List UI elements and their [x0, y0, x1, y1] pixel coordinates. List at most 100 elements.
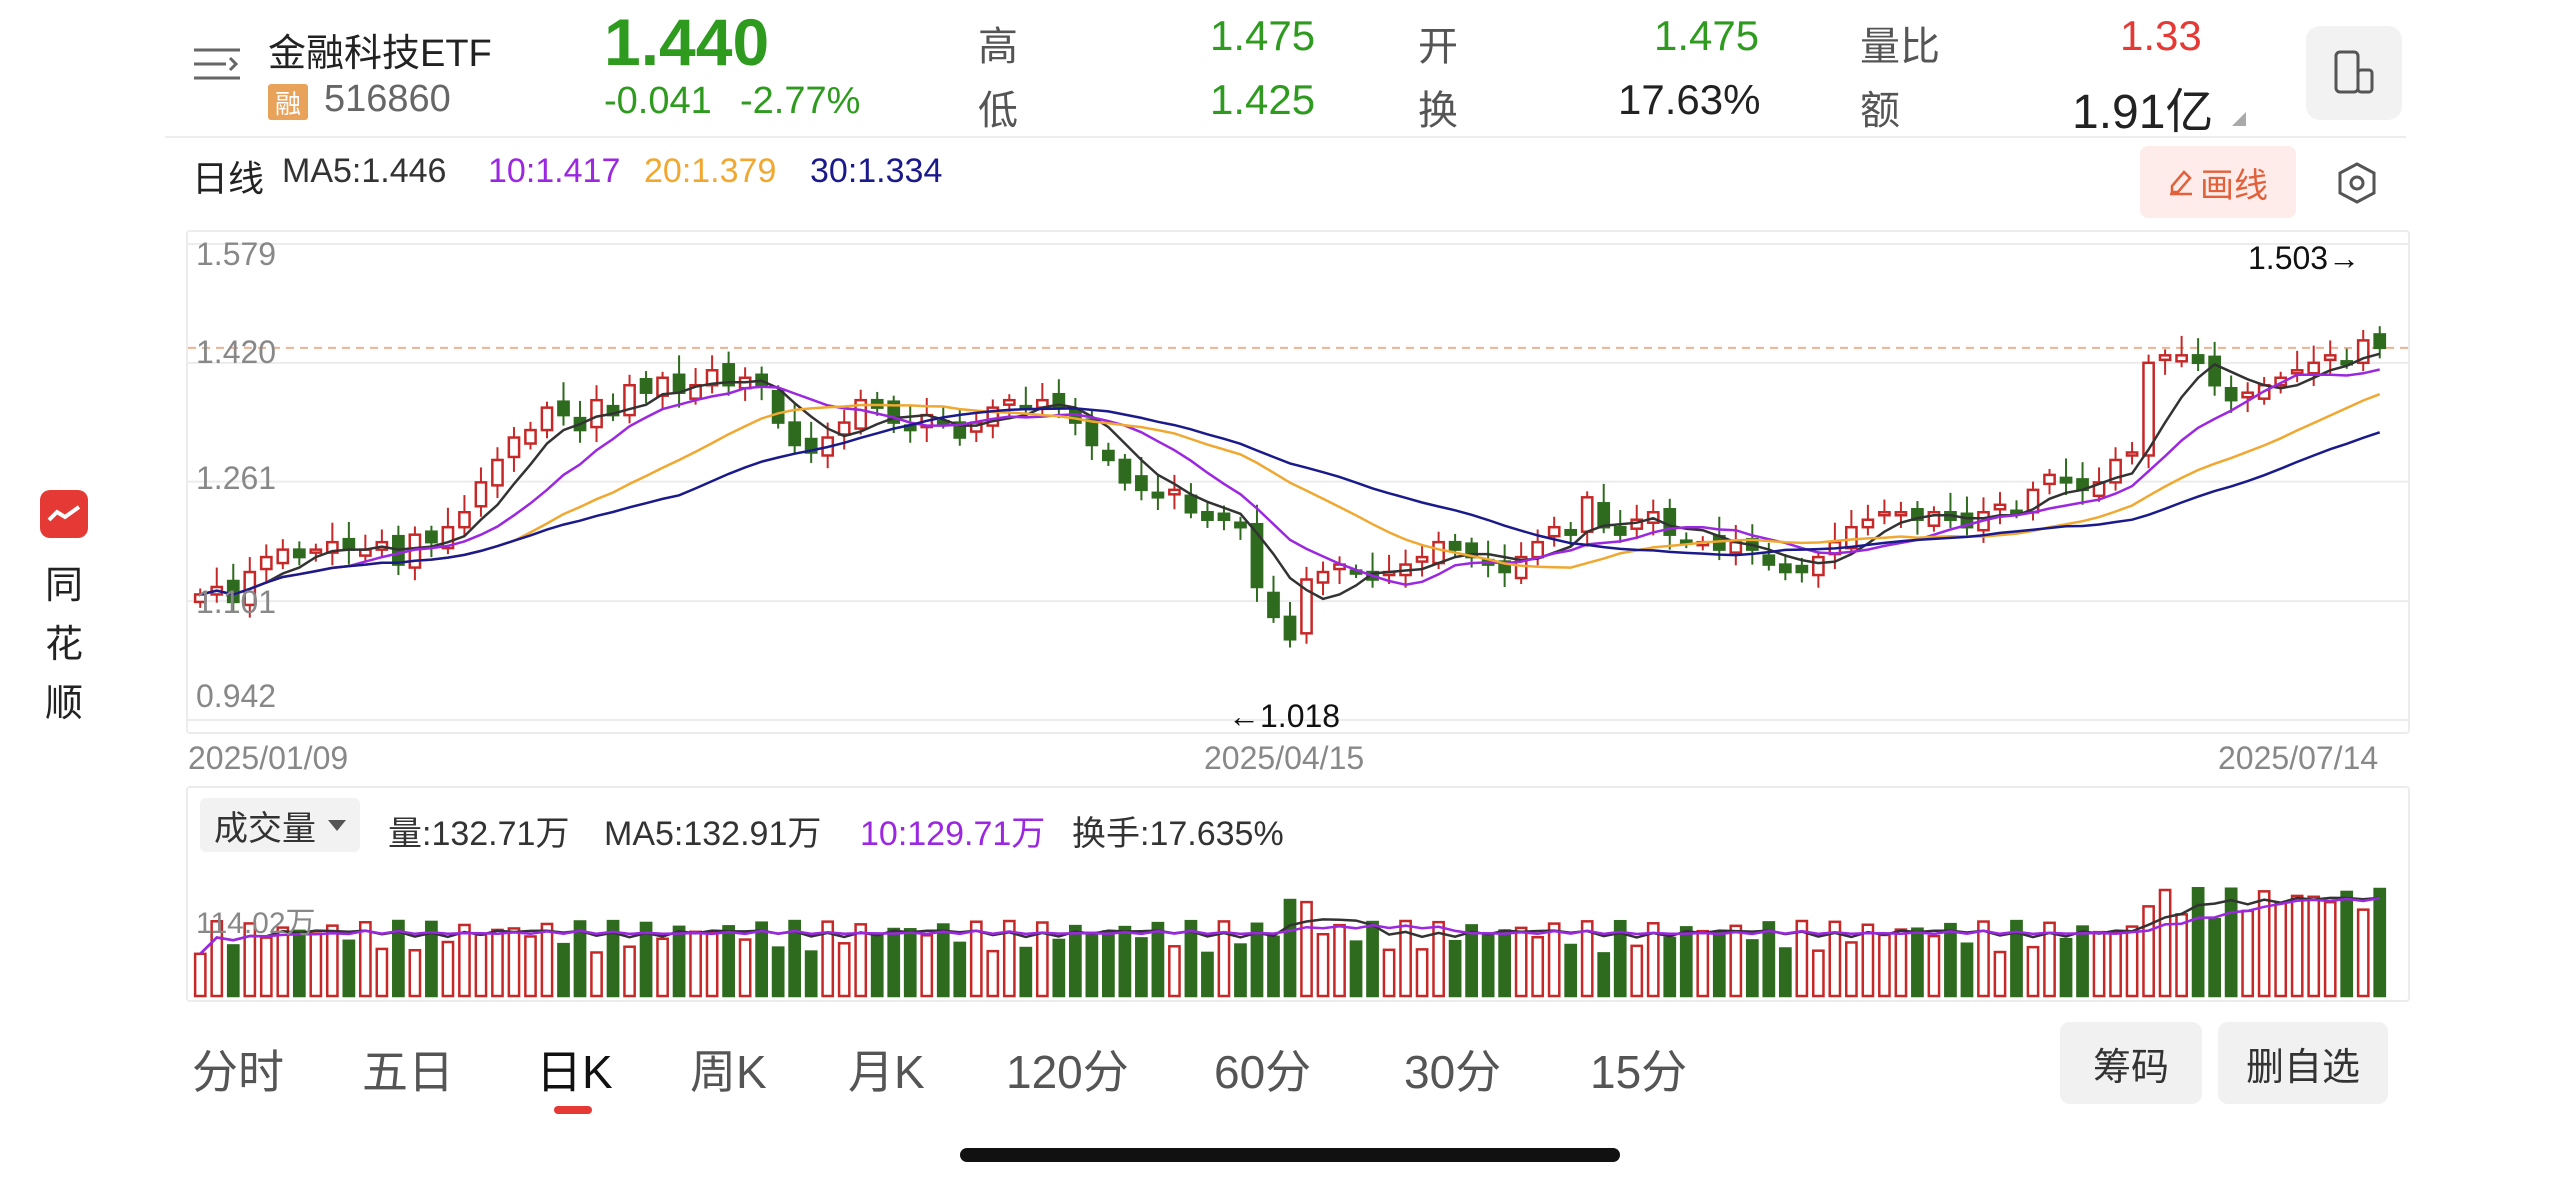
stat-label-amount: 额	[1860, 89, 1900, 133]
candle-down	[1911, 508, 1924, 521]
date-start: 2025/01/09	[188, 740, 349, 776]
volume-bar	[1085, 931, 1099, 998]
candle-up	[1861, 518, 1875, 529]
candle-up	[441, 525, 455, 550]
candle-up	[1547, 525, 1561, 538]
tab-five-day[interactable]: 五日	[362, 1046, 454, 1098]
menu-icon[interactable]	[192, 42, 242, 86]
volume-bar	[1432, 920, 1445, 998]
volume-bar	[375, 947, 389, 998]
candle-down	[1778, 563, 1792, 574]
candle-up	[2092, 481, 2106, 498]
candle-up	[2290, 369, 2304, 375]
indicator-selector[interactable]: 成交量	[200, 798, 360, 852]
ma5-legend: MA5:1.446	[282, 152, 447, 190]
volume-bar	[1778, 947, 1792, 998]
volume-bar	[458, 923, 471, 998]
candle-up	[507, 436, 521, 459]
tab-30min[interactable]: 30分	[1404, 1046, 1502, 1098]
volume-bar	[656, 937, 669, 998]
candle-down	[2224, 386, 2238, 402]
candle-up	[2175, 354, 2188, 363]
volume-bar	[2290, 894, 2304, 998]
volume-bar	[2026, 945, 2040, 998]
date-mid: 2025/04/15	[1204, 740, 1365, 776]
volume-bar	[2191, 887, 2205, 998]
volume-chart[interactable]	[188, 788, 2408, 1000]
candle-down	[788, 421, 802, 447]
candle-up	[2043, 473, 2056, 486]
candle-down	[1498, 560, 1512, 574]
volume-bar	[1795, 919, 1809, 998]
volume-bar	[507, 927, 521, 998]
tab-daily-k[interactable]: 日K	[536, 1046, 613, 1098]
volume-bar	[1019, 946, 1033, 998]
volume-bar	[524, 935, 537, 998]
volume-bar	[2224, 887, 2238, 998]
candle-down	[1118, 458, 1132, 484]
brand-sidebar[interactable]: 同 花 顺	[40, 490, 96, 727]
draw-line-button[interactable]: 画线	[2140, 146, 2296, 218]
volume-bar	[1960, 942, 1974, 998]
candle-up	[540, 406, 554, 432]
tab-120min[interactable]: 120分	[1006, 1046, 1129, 1098]
candle-down	[672, 373, 686, 394]
candle-down	[606, 404, 620, 417]
volume-bar	[441, 940, 455, 998]
expand-corner-icon[interactable]	[2232, 112, 2246, 126]
y-tick-5: 0.942	[196, 678, 277, 714]
remove-watchlist-button[interactable]: 删自选	[2218, 1022, 2388, 1104]
rotate-screen-icon	[2334, 50, 2374, 94]
volume-bar	[821, 920, 835, 998]
volume-bar	[1811, 949, 1825, 998]
brand-name-char-1: 同	[44, 565, 83, 607]
draw-line-label: 画线	[2200, 166, 2268, 205]
kline-chart[interactable]	[188, 232, 2408, 732]
stat-value-turnover: 17.63%	[1618, 76, 1761, 123]
rotate-device-button[interactable]	[2306, 26, 2402, 120]
candle-down	[2373, 333, 2387, 350]
candle-down	[1564, 528, 1578, 536]
tab-60min[interactable]: 60分	[1214, 1046, 1312, 1098]
chart-settings-icon[interactable]	[2334, 160, 2380, 206]
y-tick-2: 1.420	[196, 334, 277, 370]
high-marker: 1.503→	[2248, 240, 2361, 276]
volume-value: 量:132.71万	[388, 815, 570, 853]
tab-intraday[interactable]: 分时	[192, 1046, 284, 1098]
volume-bar	[2323, 900, 2337, 998]
volume-bar	[1613, 919, 1627, 998]
volume-bar	[854, 923, 868, 998]
candle-down	[2191, 354, 2205, 365]
volume-bar	[1118, 925, 1132, 998]
volume-bar	[210, 920, 224, 998]
tab-monthly-k[interactable]: 月K	[848, 1046, 925, 1098]
volume-bar	[804, 950, 818, 998]
candle-up	[1514, 555, 1528, 580]
kline-chart-panel[interactable]: 1.579 1.420 1.261 1.101 0.942 1.503→ ←1.…	[186, 230, 2410, 734]
candle-up	[458, 511, 471, 529]
volume-bar	[986, 949, 1000, 998]
candle-down	[2208, 355, 2222, 387]
candle-down	[1448, 540, 1462, 551]
volume-bar	[226, 944, 240, 998]
stat-label-open: 开	[1418, 25, 1458, 69]
candle-up	[1845, 525, 1858, 550]
y-tick-4: 1.101	[196, 584, 277, 620]
chips-button[interactable]: 筹码	[2060, 1022, 2202, 1104]
candle-up	[2158, 354, 2172, 362]
tab-weekly-k[interactable]: 周K	[690, 1046, 767, 1098]
volume-bar	[1696, 929, 1710, 998]
candle-up	[1432, 540, 1445, 565]
volume-bar	[689, 930, 702, 998]
stat-value-high: 1.475	[1210, 12, 1316, 59]
candle-down	[425, 530, 438, 544]
volume-bar	[1878, 933, 1891, 998]
stat-label-low: 低	[978, 89, 1018, 133]
candle-up	[2125, 451, 2139, 457]
volume-chart-panel[interactable]: 成交量 量:132.71万 MA5:132.91万 10:129.71万 换手:…	[186, 786, 2410, 1002]
tab-15min[interactable]: 15分	[1590, 1046, 1688, 1098]
volume-bar	[342, 939, 356, 998]
volume-bar	[1944, 922, 1957, 998]
volume-bar	[2142, 905, 2155, 998]
home-indicator	[960, 1148, 1620, 1162]
